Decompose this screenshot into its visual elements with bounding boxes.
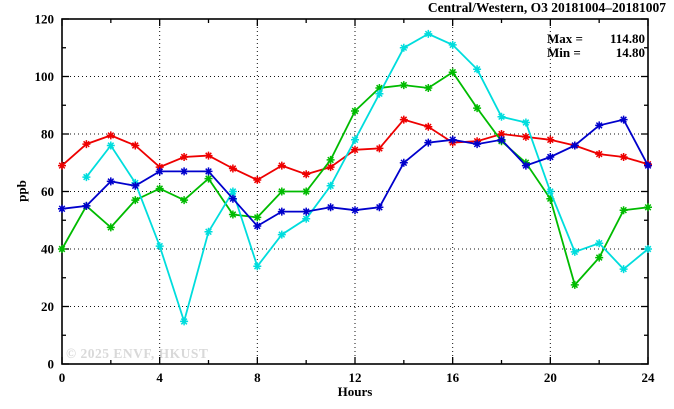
series-markers-cyan [82, 29, 652, 326]
y-tick-label: 40 [41, 242, 54, 257]
min-value: 14.80 [616, 45, 645, 60]
max-label: Max = [547, 31, 583, 46]
series-markers-red [58, 115, 652, 184]
series-markers-blue [58, 115, 652, 230]
x-tick-label: 8 [254, 370, 261, 385]
y-tick-label: 80 [41, 127, 54, 142]
plot-layer: 0 4 8 12 16 20 24 0 20 40 60 80 100 120 [35, 12, 656, 386]
x-tick-label: 0 [59, 370, 66, 385]
watermark: © 2025 ENVF, HKUST [66, 346, 208, 361]
series-line-green [61, 70, 649, 287]
series-line-cyan [85, 32, 649, 325]
x-tick-label: 16 [446, 370, 460, 385]
x-tick-label: 4 [156, 370, 163, 385]
y-tick-label: 0 [48, 357, 55, 372]
x-axis-label: Hours [338, 384, 373, 399]
chart-title: Central/Western, O3 20181004–20181007 [428, 0, 666, 15]
y-tick-label: 20 [41, 299, 54, 314]
y-tick-label: 100 [35, 69, 55, 84]
y-tick-label: 120 [35, 12, 55, 27]
x-tick-label: 20 [544, 370, 557, 385]
min-label: Min = [547, 45, 581, 60]
x-tick-label: 12 [349, 370, 362, 385]
x-tick-label: 24 [642, 370, 656, 385]
y-axis-label: ppb [14, 180, 29, 202]
max-value: 114.80 [610, 31, 645, 46]
y-tick-label: 60 [41, 184, 54, 199]
